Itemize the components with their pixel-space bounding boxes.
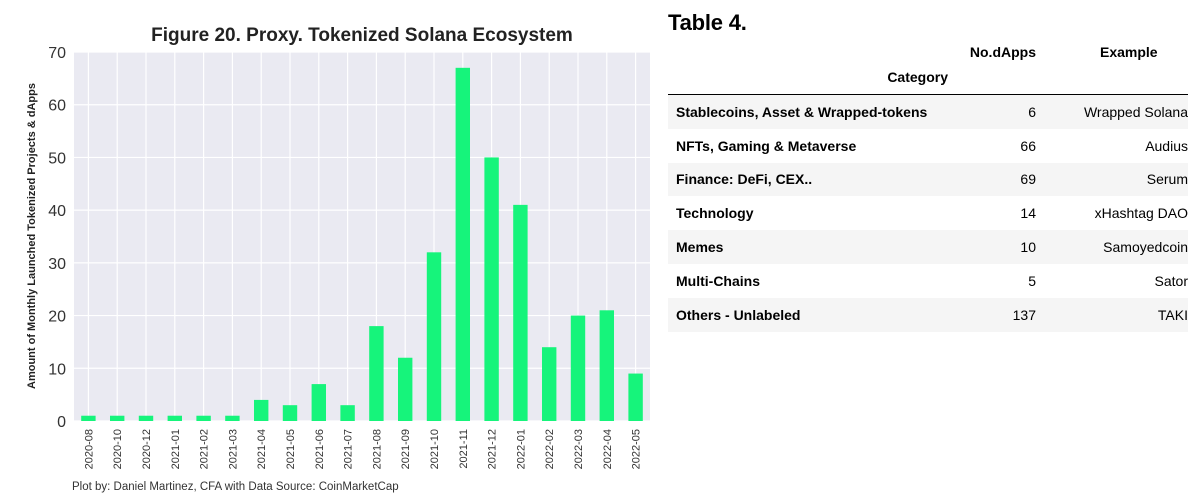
table-row: Stablecoins, Asset & Wrapped-tokens 6 Wr…	[668, 94, 1188, 129]
row-count: 6	[958, 94, 1048, 129]
row-category: Finance: DeFi, CEX..	[668, 162, 958, 197]
category-table-container: No.dApps Example Category Stablecoins, A…	[668, 30, 1188, 340]
y-tick-label: 40	[48, 203, 66, 220]
y-tick-labels: 0 10 20 30 40 50 60 70	[48, 45, 66, 431]
table-row: NFTs, Gaming & Metaverse 66 Audius	[668, 129, 1188, 163]
x-tick-label: 2022-04	[602, 429, 614, 469]
y-tick-label: 20	[48, 309, 66, 326]
row-count: 10	[958, 230, 1048, 264]
x-tick-label: 2021-06	[314, 429, 326, 469]
row-category: Technology	[676, 205, 754, 222]
row-count: 69	[958, 162, 1048, 197]
bar	[81, 415, 96, 421]
bar	[340, 405, 355, 421]
chart-caption: Plot by: Daniel Martinez, CFA with Data …	[72, 481, 399, 493]
bar	[599, 310, 614, 421]
table-column-header-row: No.dApps Example	[668, 30, 1188, 60]
row-category: Others - Unlabeled	[668, 297, 958, 332]
x-tick-label: 2021-09	[400, 429, 412, 469]
x-tick-label: 2021-11	[458, 429, 470, 469]
bar	[570, 315, 586, 421]
plot-area	[74, 52, 650, 421]
row-example: TAKI	[1048, 297, 1188, 332]
x-tick-label: 2020-10	[112, 429, 124, 469]
bar	[426, 252, 442, 421]
bar	[110, 415, 125, 421]
bar	[628, 373, 643, 421]
table-index-header-row: Category	[668, 60, 1188, 95]
bar	[138, 415, 154, 421]
table-row: Memes 10 Samoyedcoin	[668, 230, 1188, 264]
table-row: Others - Unlabeled 137 TAKI	[668, 297, 1188, 332]
bar	[225, 415, 240, 421]
row-example: Sator	[1154, 272, 1188, 289]
bar	[167, 415, 182, 421]
x-tick-label: 2020-12	[141, 429, 153, 469]
row-count: 5	[1028, 272, 1036, 289]
row-category: Multi-Chains	[676, 272, 760, 289]
index-header-category: Category	[887, 69, 948, 85]
bar	[254, 399, 269, 421]
y-tick-label: 0	[57, 414, 66, 431]
x-tick-labels: 2020-08 2020-10 2020-12 2021-01 2021-02 2021-…	[83, 429, 642, 469]
x-tick-label: 2022-02	[544, 429, 556, 469]
table-heading: Table 4.	[668, 10, 747, 35]
row-count: 66	[1020, 137, 1036, 154]
x-tick-label: 2021-01	[170, 429, 182, 469]
y-tick-label: 10	[48, 361, 66, 378]
table-row: Multi-Chains 5 Sator	[668, 264, 1188, 298]
chart-title: Figure 20. Proxy. Tokenized Solana Ecosy…	[151, 25, 573, 46]
bar	[484, 157, 499, 421]
x-tick-label: 2021-03	[227, 429, 239, 469]
y-tick-label: 30	[48, 256, 66, 273]
column-header-example: Example	[1100, 44, 1158, 60]
x-tick-label: 2021-08	[371, 429, 383, 469]
bar	[311, 384, 326, 421]
x-tick-label: 2022-03	[573, 429, 585, 469]
row-example: Wrapped Solana	[1048, 94, 1188, 129]
row-category: Memes	[668, 230, 958, 264]
x-tick-label: 2021-02	[199, 429, 211, 469]
bar	[196, 415, 211, 421]
y-axis-label: Amount of Monthly Launched Tokenized Pro…	[26, 83, 38, 389]
y-tick-label: 50	[48, 150, 66, 167]
x-tick-label: 2022-01	[515, 429, 527, 469]
bars	[81, 67, 643, 422]
bar	[369, 326, 384, 421]
x-tick-label: 2021-07	[343, 429, 355, 469]
bar	[282, 405, 298, 421]
row-example: xHashtag DAO	[1094, 205, 1188, 222]
x-tick-label: 2021-10	[429, 429, 441, 469]
row-example: Audius	[1145, 137, 1188, 154]
bar	[455, 67, 470, 422]
y-tick-label: 60	[48, 98, 66, 115]
table-row: Finance: DeFi, CEX.. 69 Serum	[668, 162, 1188, 197]
x-tick-label: 2021-12	[487, 429, 499, 469]
row-example: Samoyedcoin	[1048, 230, 1188, 264]
x-tick-label: 2021-05	[285, 429, 297, 469]
row-count: 137	[958, 297, 1048, 332]
x-tick-label: 2020-08	[83, 429, 95, 469]
row-category: NFTs, Gaming & Metaverse	[676, 137, 857, 154]
bar-chart: Figure 20. Proxy. Tokenized Solana Ecosy…	[26, 25, 650, 493]
row-count: 14	[1020, 205, 1036, 222]
x-tick-label: 2021-04	[256, 429, 268, 469]
x-tick-label: 2022-05	[631, 429, 643, 469]
y-tick-label: 70	[48, 45, 66, 62]
row-example: Serum	[1048, 162, 1188, 197]
category-table: No.dApps Example Category Stablecoins, A…	[668, 30, 1188, 332]
bar	[513, 204, 528, 421]
bar	[542, 347, 557, 421]
row-category: Stablecoins, Asset & Wrapped-tokens	[668, 94, 958, 129]
bar	[398, 357, 413, 421]
column-header-count: No.dApps	[969, 44, 1036, 60]
table-row: Technology 14 xHashtag DAO	[668, 196, 1188, 230]
